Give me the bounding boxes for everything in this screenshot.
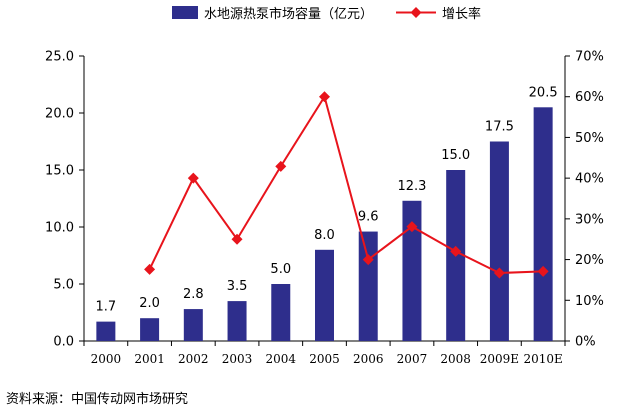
legend-line-label: 增长率 [442, 6, 481, 22]
bar-value-label: 2.8 [183, 287, 204, 302]
growth-line-layer [144, 91, 549, 279]
legend-bar-label: 水地源热泵市场容量（亿元） [204, 6, 373, 22]
bar-value-label: 3.5 [227, 279, 248, 294]
bar-value-label: 12.3 [397, 179, 426, 194]
bar [227, 301, 247, 341]
bar [96, 321, 116, 341]
growth-point [450, 245, 462, 257]
bar-value-label: 15.0 [441, 148, 470, 163]
bar-labels-layer: 1.7 2.0 2.8 3.5 5.0 8.0 9.6 12.3 15.0 17.5 20.5 [96, 85, 558, 314]
x-tick-label: 2005 [309, 352, 340, 366]
right-tick-label: 10% [575, 294, 604, 309]
x-axis-ticks: 2000 2001 2002 2003 2004 2005 2006 2007 2008 2009… [83, 341, 566, 366]
growth-point [493, 267, 505, 279]
x-tick-label: 2004 [265, 352, 296, 366]
x-tick-label: 2000 [91, 352, 122, 366]
bar-value-label: 8.0 [314, 228, 335, 243]
bar-value-label: 17.5 [485, 120, 514, 135]
bar [402, 200, 422, 341]
x-tick-label: 2006 [353, 352, 384, 366]
bar [183, 309, 203, 341]
right-axis-ticks: 0% 10% 20% 30% 40% 50% 60% 70% [565, 50, 604, 350]
legend-line-marker [410, 7, 422, 18]
right-tick-label: 30% [575, 212, 604, 227]
growth-line [148, 94, 544, 275]
growth-point [537, 265, 549, 277]
growth-point [406, 221, 418, 233]
left-tick-label: 10.0 [45, 221, 74, 236]
right-tick-label: 40% [575, 172, 604, 187]
left-tick-label: 25.0 [45, 50, 74, 65]
right-tick-label: 0% [575, 335, 596, 350]
growth-point [187, 172, 199, 184]
bar [489, 141, 509, 341]
right-tick-label: 70% [575, 50, 604, 65]
x-tick-label: 2009E [480, 352, 519, 366]
bar [271, 284, 291, 341]
bar [533, 107, 553, 341]
x-tick-label: 2008 [440, 352, 471, 366]
bar [315, 249, 334, 341]
growth-point [144, 263, 156, 275]
growth-point [275, 160, 287, 172]
left-tick-label: 5.0 [53, 278, 74, 293]
right-tick-label: 50% [575, 131, 604, 146]
bar [140, 318, 160, 341]
legend-bar-swatch [172, 6, 198, 19]
growth-point [362, 254, 374, 266]
x-tick-label: 2001 [134, 352, 165, 366]
bar-value-label: 2.0 [139, 296, 160, 311]
bar [358, 231, 378, 341]
bar-value-label: 1.7 [96, 300, 117, 315]
x-tick-label: 2010E [523, 352, 562, 366]
left-tick-label: 15.0 [45, 164, 74, 179]
left-tick-label: 20.0 [45, 107, 74, 122]
source-note: 资料来源：中国传动网市场研究 [6, 391, 188, 407]
growth-point [319, 91, 330, 103]
x-tick-label: 2002 [178, 352, 209, 366]
bar-value-label: 5.0 [270, 262, 291, 277]
growth-point [231, 233, 243, 245]
right-tick-label: 60% [575, 90, 604, 105]
left-axis-ticks: 0.0 5.0 10.0 15.0 20.0 25.0 [45, 50, 84, 350]
left-tick-label: 0.0 [53, 335, 74, 350]
x-tick-label: 2007 [397, 352, 428, 366]
x-tick-label: 2003 [222, 352, 253, 366]
bar-value-label: 9.6 [358, 210, 379, 225]
right-tick-label: 20% [575, 253, 604, 268]
legend: 水地源热泵市场容量（亿元） 增长率 [172, 6, 481, 22]
bar-value-label: 20.5 [529, 85, 558, 100]
bars-layer [96, 107, 553, 341]
